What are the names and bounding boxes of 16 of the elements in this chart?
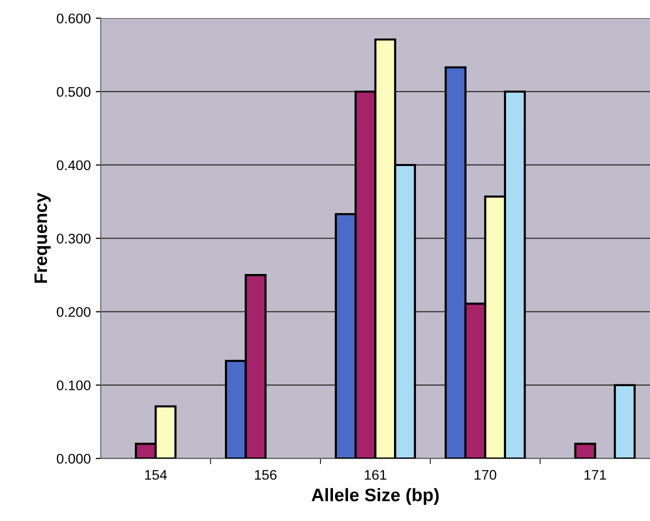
bar	[574, 442, 596, 458]
y-tick-label: 0.000	[56, 454, 90, 464]
x-axis-title: Allele Size (bp)	[312, 488, 439, 505]
y-axis-title: Frequency	[34, 192, 51, 283]
y-tick-label: 0.300	[56, 234, 90, 244]
y-tick-label: 0.400	[56, 160, 90, 170]
y-tick-label: 0.100	[56, 380, 90, 390]
x-tick-label: 161	[364, 470, 386, 480]
x-tick-label: 154	[145, 470, 167, 480]
y-tick-label: 0.200	[56, 307, 90, 317]
bar	[614, 384, 636, 458]
x-tick-label: 171	[584, 470, 606, 480]
y-tick-label: 0.500	[56, 86, 90, 97]
x-tick-label: 156	[255, 470, 276, 480]
x-tick-label: 170	[474, 470, 496, 480]
y-tick-label: 0.600	[56, 14, 90, 24]
